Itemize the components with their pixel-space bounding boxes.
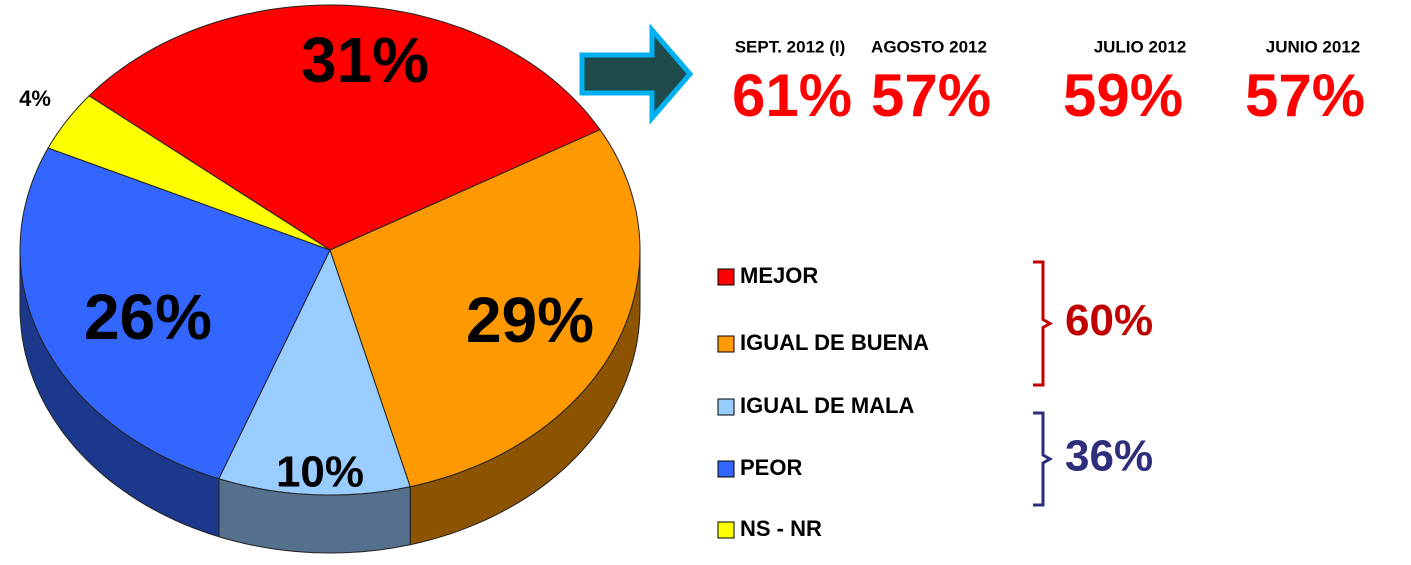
period-label: JUNIO 2012 <box>1266 37 1361 56</box>
legend-swatch <box>717 335 735 353</box>
period-label: AGOSTO 2012 <box>871 37 987 56</box>
pie-slice <box>88 4 601 251</box>
legend-label: MEJOR <box>740 263 818 288</box>
legend-swatch <box>717 460 735 478</box>
slice-label: 4% <box>19 86 51 111</box>
period-label: JULIO 2012 <box>1094 37 1187 56</box>
arrow <box>579 23 694 125</box>
legend-label: NS - NR <box>740 516 822 541</box>
period-value: 57% <box>1245 62 1365 129</box>
group-bracket <box>1033 411 1054 507</box>
legend-label: PEOR <box>740 455 802 480</box>
group-bracket <box>1033 260 1054 387</box>
period-value: 57% <box>871 62 991 129</box>
period-value: 61% <box>732 62 852 129</box>
legend-swatch <box>717 521 735 539</box>
period-label: SEPT. 2012 (I) <box>735 37 846 56</box>
slice-label: 31% <box>301 24 429 96</box>
pie-slice <box>329 129 641 488</box>
slice-label: 26% <box>84 281 212 353</box>
legend-swatch <box>717 268 735 286</box>
slice-label: 10% <box>276 448 364 497</box>
pie-slice <box>47 95 331 251</box>
slice-label: 29% <box>466 284 594 356</box>
pie-slice <box>19 147 331 480</box>
legend-label: IGUAL DE MALA <box>740 393 914 418</box>
legend-label: IGUAL DE BUENA <box>740 330 929 355</box>
group-label: 36% <box>1065 432 1153 481</box>
legend-swatch <box>717 398 735 416</box>
group-label: 60% <box>1065 296 1153 345</box>
period-value: 59% <box>1063 62 1183 129</box>
pie-slice <box>218 248 411 496</box>
